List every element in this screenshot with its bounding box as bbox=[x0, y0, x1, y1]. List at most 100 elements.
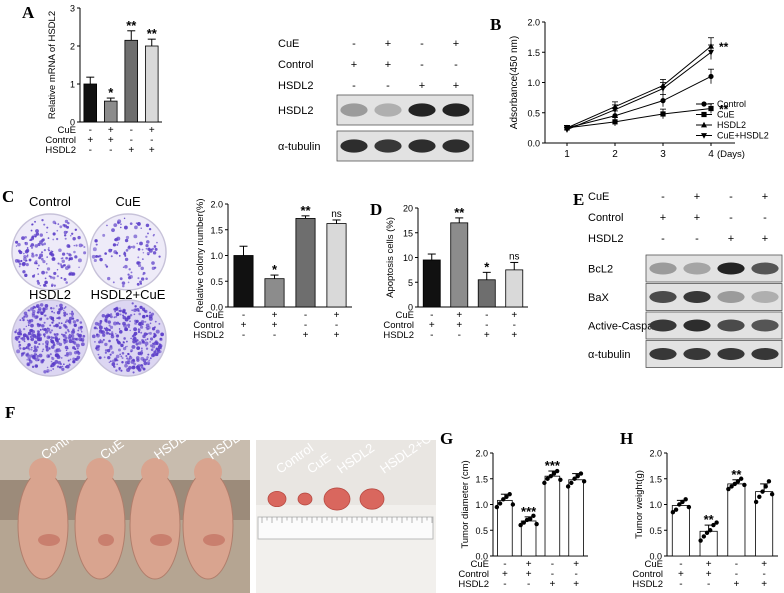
colony bbox=[63, 230, 68, 235]
colony bbox=[145, 243, 149, 248]
condition-sign: + bbox=[728, 233, 734, 245]
colony bbox=[34, 357, 39, 362]
colony bbox=[124, 327, 129, 332]
colony bbox=[23, 340, 26, 343]
colony bbox=[115, 333, 117, 335]
colony bbox=[31, 223, 34, 226]
colony bbox=[45, 263, 48, 265]
colony bbox=[153, 333, 157, 338]
dish bbox=[11, 213, 89, 291]
colony bbox=[33, 346, 37, 350]
colony bbox=[121, 351, 125, 355]
blot-band bbox=[751, 291, 779, 303]
colony bbox=[141, 340, 145, 344]
blot-band bbox=[442, 103, 470, 117]
colony bbox=[133, 308, 137, 313]
colony bbox=[132, 339, 136, 344]
colony bbox=[149, 357, 152, 360]
colony bbox=[127, 323, 131, 327]
western-blot-hsdl2: CuE - + - + Control + + - - HSDL2 - - + + HSDL2 α-tubuli… bbox=[278, 38, 474, 162]
condition-sign: + bbox=[762, 233, 768, 245]
condition-sign: + bbox=[272, 310, 278, 321]
colony bbox=[40, 311, 44, 316]
blot-band bbox=[340, 103, 368, 117]
colony bbox=[52, 368, 55, 370]
colony bbox=[128, 268, 131, 271]
x-tick-label: 1 bbox=[564, 149, 570, 160]
panel-label-h: H bbox=[620, 429, 633, 448]
colony bbox=[141, 364, 144, 367]
colony bbox=[108, 324, 111, 327]
colony bbox=[116, 334, 119, 337]
colony bbox=[43, 249, 47, 252]
colony bbox=[154, 326, 156, 329]
colony bbox=[122, 284, 125, 288]
colony bbox=[103, 356, 106, 359]
colony bbox=[145, 235, 148, 238]
colony bbox=[25, 248, 30, 253]
colony bbox=[104, 252, 107, 255]
colony bbox=[148, 359, 151, 362]
marker-triangle bbox=[701, 121, 707, 128]
colony-dishes: Control CuE HSDL2 HSDL2+CuE bbox=[11, 194, 167, 377]
colony bbox=[136, 358, 140, 362]
condition-sign: + bbox=[334, 310, 340, 321]
colony bbox=[55, 353, 59, 357]
blot-band bbox=[649, 291, 677, 303]
colony bbox=[99, 257, 103, 262]
colony bbox=[61, 257, 64, 259]
colony bbox=[21, 262, 26, 267]
y-axis-label: Tumor weight(g) bbox=[634, 470, 645, 539]
colony bbox=[14, 330, 17, 334]
colony bbox=[112, 365, 115, 368]
colony bbox=[74, 228, 78, 231]
condition-sign: + bbox=[694, 191, 700, 203]
colony bbox=[64, 219, 69, 224]
colony bbox=[67, 264, 71, 268]
series-line-0 bbox=[566, 76, 712, 129]
colony bbox=[98, 329, 103, 334]
colony bbox=[51, 310, 54, 313]
condition-label: Control bbox=[278, 59, 313, 71]
colony bbox=[131, 365, 136, 370]
data-point bbox=[708, 528, 713, 533]
data-point bbox=[581, 479, 587, 484]
colony bbox=[125, 340, 128, 343]
colony bbox=[47, 237, 50, 239]
colony bbox=[37, 281, 41, 285]
colony bbox=[103, 327, 106, 330]
y-tick-label: 0.5 bbox=[527, 108, 540, 118]
colony bbox=[71, 337, 75, 341]
colony bbox=[58, 248, 62, 253]
colony bbox=[24, 273, 28, 278]
colony bbox=[138, 312, 142, 316]
colony bbox=[109, 313, 113, 316]
bar-cue bbox=[264, 278, 285, 308]
colony bbox=[46, 317, 49, 320]
condition-label: CuE bbox=[278, 38, 299, 50]
y-tick-label: 0.0 bbox=[210, 303, 223, 313]
colony bbox=[77, 235, 81, 240]
colony bbox=[123, 225, 128, 230]
colony bbox=[97, 353, 100, 356]
colony bbox=[112, 281, 115, 284]
colony bbox=[46, 343, 49, 346]
colony bbox=[72, 360, 76, 363]
colony bbox=[55, 348, 60, 353]
colony bbox=[141, 258, 144, 261]
colony bbox=[50, 369, 52, 372]
colony bbox=[24, 260, 27, 262]
dish bbox=[89, 213, 167, 291]
colony bbox=[142, 251, 145, 254]
colony bbox=[27, 324, 30, 327]
colony bbox=[98, 341, 101, 344]
colony bbox=[153, 350, 157, 354]
colony bbox=[52, 319, 54, 322]
bar-hsdl2-cue bbox=[568, 479, 584, 557]
colony bbox=[52, 257, 55, 259]
colony bbox=[141, 347, 143, 349]
colony bbox=[38, 256, 42, 260]
colony bbox=[95, 347, 100, 351]
band-label: HSDL2 bbox=[278, 105, 313, 117]
colony bbox=[18, 328, 21, 331]
